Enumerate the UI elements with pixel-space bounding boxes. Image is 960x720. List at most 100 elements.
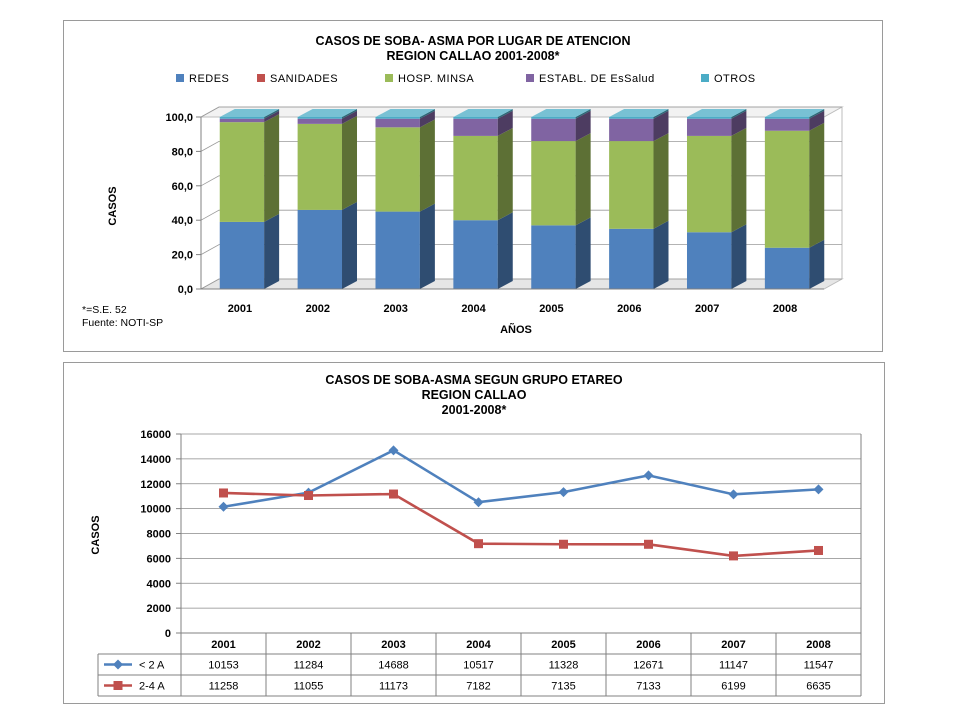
bar-segment [219, 117, 265, 119]
y-tick-label: 10000 [140, 504, 171, 516]
table-series-name: < 2 A [139, 660, 165, 672]
bar-segment-side [575, 109, 591, 119]
y-tick-label: 0 [165, 628, 171, 640]
table-cell: 11258 [209, 681, 239, 693]
chart-title: CASOS DE SOBA-ASMA SEGUN GRUPO ETAREOREG… [325, 373, 623, 417]
table-cell: 11547 [804, 660, 834, 672]
table-cell: 11284 [294, 660, 324, 672]
table-cell: 11147 [719, 660, 748, 672]
bar-top [686, 109, 747, 117]
data-point [473, 497, 484, 508]
table-cell: 7182 [466, 681, 490, 693]
table-cell: 10517 [463, 660, 494, 672]
table-header-cell: 2006 [636, 639, 660, 651]
y-tick-label: 20,0 [172, 250, 193, 262]
bar-segment-side [419, 203, 435, 289]
table-cell: 14688 [378, 660, 409, 672]
chart-title-line: 2001-2008* [442, 403, 507, 417]
bar-top [453, 109, 513, 117]
bar-segment [531, 117, 576, 119]
chart-title-line: CASOS DE SOBA-ASMA SEGUN GRUPO ETAREO [325, 373, 623, 387]
bar-segment [686, 117, 732, 119]
bar-segment [764, 117, 810, 119]
bar-segment [453, 117, 498, 119]
x-tick-label: 2005 [539, 303, 563, 315]
bar-segment [531, 225, 576, 289]
axes: 0,0 20,0 40,0 60,0 80,0 100,0 2001 2002 2003 2004… [165, 112, 824, 315]
data-point [559, 539, 568, 549]
bar-segment-side [809, 122, 825, 248]
bar-segment-side [731, 110, 747, 136]
bar-segment-side [264, 110, 280, 123]
x-tick-label: 2003 [383, 303, 407, 315]
bar-segment-side [342, 110, 358, 124]
bar-segment [609, 118, 654, 142]
bar-segment [297, 118, 343, 124]
bar-segment [453, 118, 498, 136]
bar-top [531, 109, 591, 117]
bar-segment-side [264, 109, 280, 119]
table-header-cell: 2001 [211, 639, 235, 651]
table-series-name: 2-4 A [139, 681, 165, 693]
series-line [223, 491, 819, 558]
table-header-cell: 2002 [296, 639, 320, 651]
y-tick-label: 100,0 [165, 112, 193, 124]
legend-swatch [526, 74, 534, 82]
y-tick-label: 8000 [147, 529, 171, 541]
x-tick-label: 2008 [773, 303, 797, 315]
y-axis-label: CASOS [90, 515, 102, 554]
bar-segment-side [342, 201, 358, 289]
legend-entry: HOSP. MINSA [398, 73, 474, 85]
bar-segment-side [342, 109, 358, 119]
table-cell: 11173 [379, 681, 408, 693]
chart-title: CASOS DE SOBA- ASMA POR LUGAR DE ATENCIO… [315, 34, 630, 63]
table-cell: 11055 [294, 681, 324, 693]
bar-top [297, 109, 358, 117]
bar-segment [219, 118, 265, 123]
x-axis-label: AÑOS [500, 323, 532, 336]
bar-segment [297, 123, 343, 210]
bar-segment [609, 228, 654, 289]
y-tick-label: 60,0 [172, 181, 193, 193]
x-tick-label: 2001 [228, 303, 252, 315]
bar-segment [764, 130, 810, 248]
bar-segment-side [809, 109, 825, 119]
bar-top [375, 109, 435, 117]
data-point [218, 501, 229, 512]
y-tick-label: 40,0 [172, 215, 193, 227]
bar-top [609, 109, 669, 117]
bar-segment-side [264, 213, 280, 289]
line-chart-panel: CASOS DE SOBA-ASMA SEGUN GRUPO ETAREO REG… [63, 362, 885, 704]
data-point [813, 484, 824, 495]
table-cell: 6199 [721, 681, 745, 693]
line-chart: CASOS DE SOBA-ASMA SEGUN GRUPO ETAREOREG… [90, 373, 862, 697]
data-point [388, 445, 399, 456]
table-header-cell: 2008 [806, 639, 830, 651]
data-point [644, 539, 653, 549]
bar-segment [686, 135, 732, 233]
bar-segment-side [575, 110, 591, 142]
bar-segment-side [497, 110, 513, 136]
table-cell: 7135 [551, 681, 575, 693]
legend-swatch [176, 74, 184, 82]
data-point [643, 470, 654, 481]
y-tick-label: 16000 [140, 429, 171, 441]
y-tick-label: 4000 [147, 578, 171, 590]
data-point [389, 489, 398, 499]
data-table: 2001 2002 2003 2004 2005 2006 2007 2008 < 2 A 101… [97, 632, 862, 697]
legend-entry: SANIDADES [270, 73, 338, 85]
data-point [729, 551, 738, 561]
table-header-cell: 2005 [551, 639, 575, 651]
bar-segment-side [809, 239, 825, 289]
legend-entry: ESTABL. DE EsSalud [539, 73, 655, 85]
bar-segment-side [731, 109, 747, 119]
legend-swatch [385, 74, 393, 82]
data-point [728, 489, 739, 500]
table-cell: 6635 [806, 681, 830, 693]
bar-segment-side [419, 109, 435, 119]
legend-entry: REDES [189, 73, 229, 85]
table-header-cell: 2004 [466, 639, 491, 651]
bar-segment [609, 141, 654, 229]
plot-area [199, 106, 844, 290]
bar-segment [764, 247, 810, 289]
